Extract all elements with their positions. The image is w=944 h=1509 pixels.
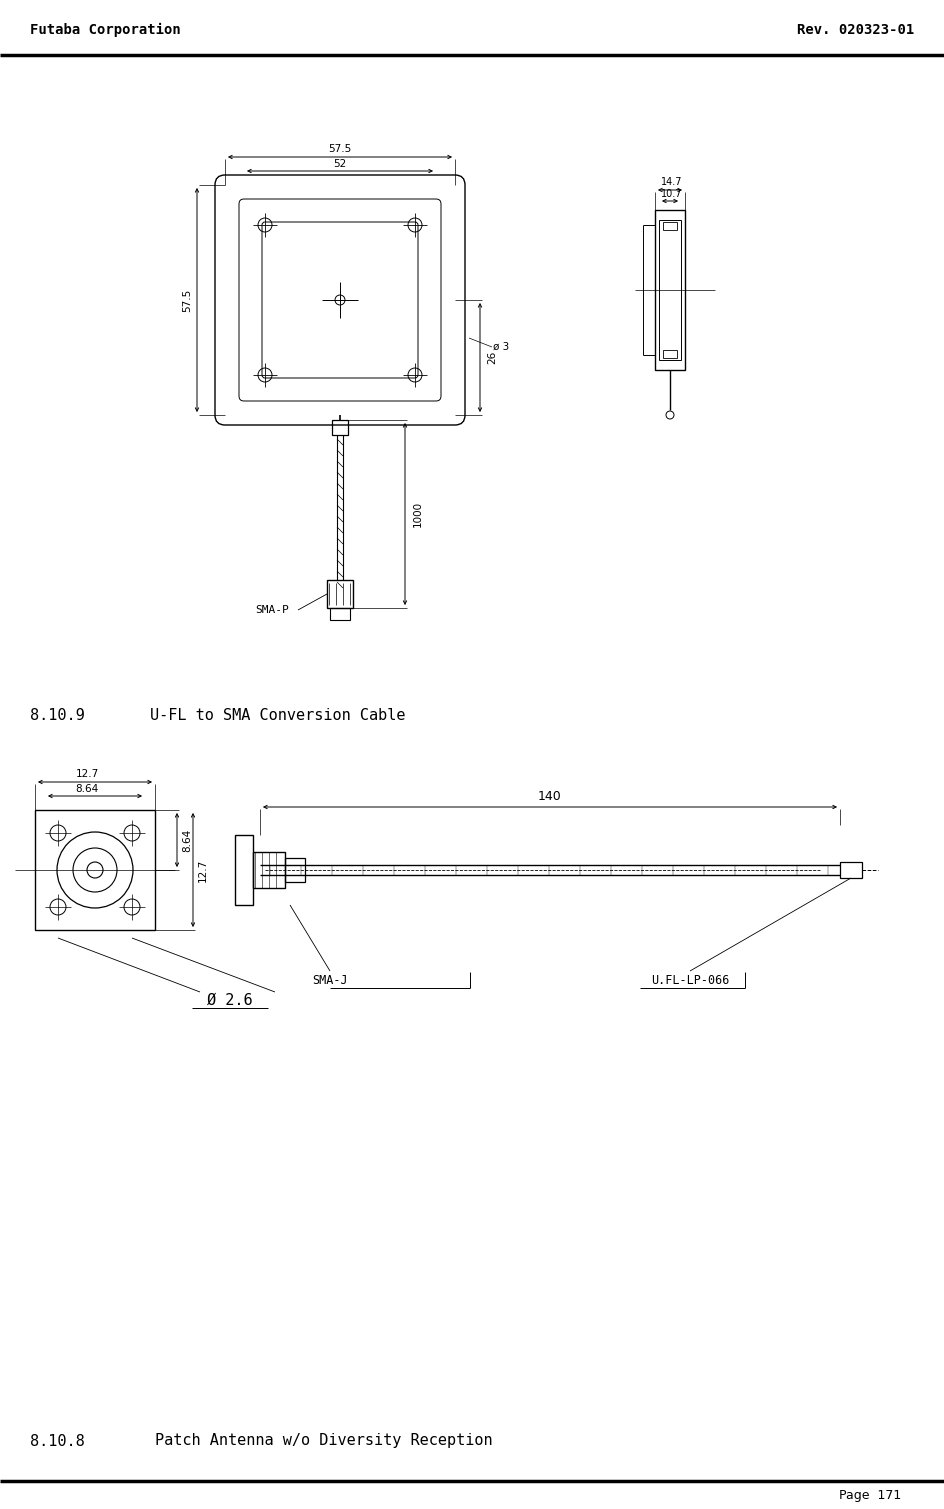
Text: 52: 52 (333, 158, 346, 169)
Text: 12.7: 12.7 (76, 770, 98, 779)
Text: SMA-J: SMA-J (312, 973, 347, 987)
Bar (655, 210, 685, 370)
Text: 8.64: 8.64 (76, 785, 98, 794)
Text: 8.10.9: 8.10.9 (30, 708, 85, 723)
Bar (659, 220, 681, 361)
Text: Futaba Corporation: Futaba Corporation (30, 23, 180, 38)
Bar (253, 853, 285, 887)
Bar (35, 810, 155, 930)
Text: 57.5: 57.5 (329, 143, 351, 154)
Text: Page  171: Page 171 (839, 1489, 902, 1503)
Text: 10.7: 10.7 (661, 189, 683, 199)
Text: ø 3: ø 3 (493, 343, 509, 352)
Text: 14.7: 14.7 (661, 177, 683, 187)
Text: 8.10.8: 8.10.8 (30, 1434, 85, 1449)
Bar (663, 350, 677, 358)
Text: Patch Antenna w/o Diversity Reception: Patch Antenna w/o Diversity Reception (155, 1434, 493, 1449)
Text: 12.7: 12.7 (198, 859, 208, 881)
Text: 26: 26 (487, 352, 497, 364)
Text: 1000: 1000 (413, 501, 423, 527)
Bar (663, 222, 677, 229)
Text: 140: 140 (538, 791, 562, 803)
Bar (285, 859, 305, 881)
Text: U-FL to SMA Conversion Cable: U-FL to SMA Conversion Cable (150, 708, 406, 723)
Text: U.FL-LP-066: U.FL-LP-066 (650, 973, 729, 987)
Text: 8.64: 8.64 (182, 828, 192, 851)
Bar (332, 420, 348, 435)
Text: SMA-P: SMA-P (255, 605, 289, 616)
Text: 57.5: 57.5 (182, 288, 192, 312)
Text: Ø 2.6: Ø 2.6 (207, 993, 253, 1008)
Text: Rev. 020323-01: Rev. 020323-01 (797, 23, 914, 38)
Bar (327, 579, 353, 608)
Bar (235, 834, 253, 905)
Bar (330, 608, 350, 620)
Bar (840, 862, 862, 878)
